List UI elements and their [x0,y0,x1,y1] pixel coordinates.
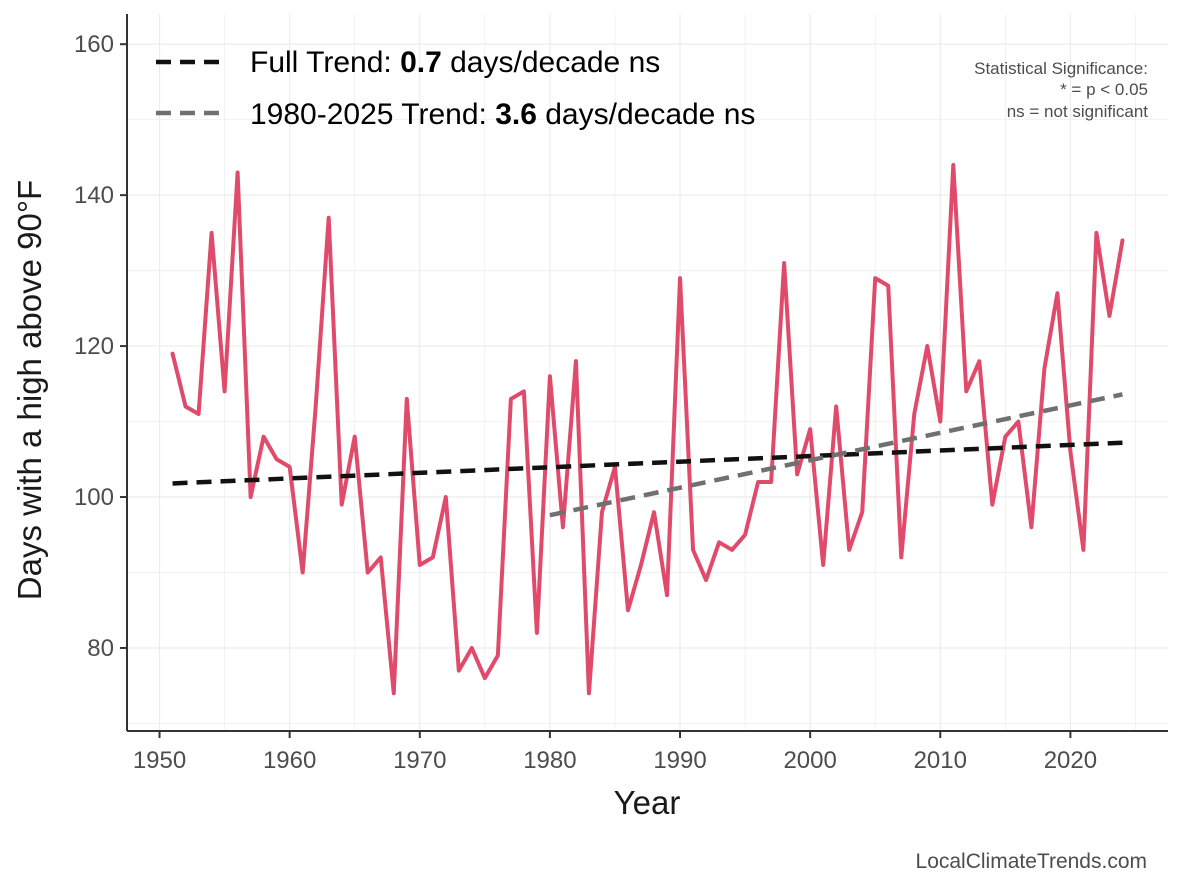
series-layer [170,162,1125,696]
legend-entry-recent-trend: 1980-2025 Trend: 3.6 days/decade ns [250,98,755,131]
x-tick-label-1970: 1970 [393,747,446,774]
y-axis-title: Days with a high above 90°F [11,180,48,600]
legend-recent-trend-prefix: 1980-2025 Trend: [250,98,495,131]
significance-note-line-2: * = p < 0.05 [1060,80,1148,99]
significance-note-line-1: Statistical Significance: [974,59,1148,78]
series-line-0 [170,162,1125,696]
tick-layer: 1950 1960 1970 1980 1990 2000 2010 2020 80 100 120… [74,31,1097,774]
full-trend-line [172,440,1123,486]
site-credit: LocalClimateTrends.com [916,850,1147,873]
legend-recent-trend-value: 3.6 [495,98,537,131]
legend-full-trend-value: 0.7 [400,46,442,79]
significance-note-line-3: ns = not significant [1007,102,1149,121]
y-tick-label-100: 100 [74,484,114,511]
x-tick-label-1950: 1950 [133,747,186,774]
legend: Full Trend: 0.7 days/decade ns 1980-2025… [156,46,755,131]
x-tick-label-2010: 2010 [914,747,967,774]
legend-entry-full-trend: Full Trend: 0.7 days/decade ns [250,46,660,79]
y-tick-label-80: 80 [87,635,114,662]
x-tick-label-1980: 1980 [523,747,576,774]
recent-trend-line [549,392,1123,518]
y-tick-label-120: 120 [74,333,114,360]
x-tick-label-1960: 1960 [263,747,316,774]
legend-full-trend-prefix: Full Trend: [250,46,400,79]
y-tick-label-140: 140 [74,182,114,209]
y-tick-label-160: 160 [74,31,114,58]
significance-note: Statistical Significance: * = p < 0.05 n… [974,59,1148,121]
x-axis-title: Year [614,784,681,821]
x-tick-label-2000: 2000 [783,747,836,774]
x-tick-label-1990: 1990 [653,747,706,774]
grid-layer [127,14,1168,731]
legend-full-trend-suffix: days/decade ns [442,46,660,79]
axis-layer [126,14,1168,732]
legend-recent-trend-suffix: days/decade ns [537,98,755,131]
x-tick-label-2020: 2020 [1044,747,1097,774]
